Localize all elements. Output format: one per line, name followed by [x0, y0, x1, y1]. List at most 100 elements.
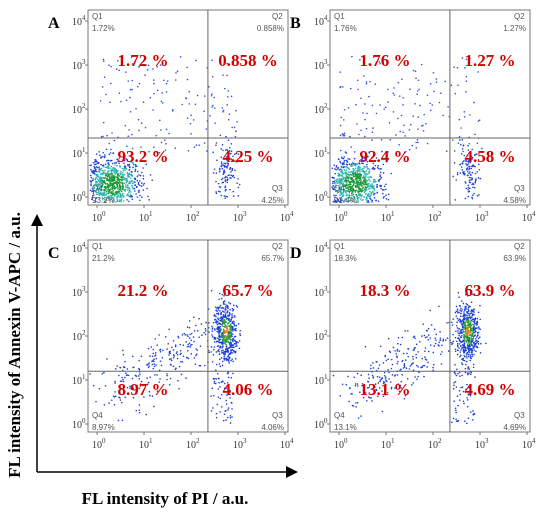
event-dot	[109, 177, 112, 180]
event-dot	[229, 415, 232, 417]
event-dot	[91, 179, 94, 182]
event-dot	[456, 172, 459, 174]
event-dot	[175, 72, 177, 74]
event-dot	[215, 363, 218, 366]
event-dot	[123, 167, 125, 170]
event-dot	[457, 84, 459, 86]
event-dot	[342, 176, 345, 179]
event-dot	[477, 326, 480, 329]
event-dot	[343, 185, 346, 188]
event-dot	[128, 200, 130, 203]
event-dot	[102, 189, 105, 191]
event-dot	[396, 362, 399, 365]
event-dot	[113, 139, 116, 142]
event-dot	[338, 177, 341, 180]
event-dot	[343, 169, 346, 171]
quadrant-big-percent: 0.858 %	[218, 51, 278, 70]
quadrant-name: Q2	[272, 242, 283, 251]
event-dot	[231, 346, 233, 349]
event-dot	[332, 182, 334, 185]
event-dot	[466, 303, 469, 306]
event-dot	[384, 386, 386, 388]
event-dot	[465, 162, 467, 165]
event-dot	[138, 66, 140, 68]
tick-exponent: 0	[324, 190, 328, 198]
event-dot	[478, 194, 480, 196]
event-dot	[458, 311, 460, 314]
event-dot	[221, 332, 224, 335]
tick-exponent: 3	[243, 210, 247, 218]
event-dot	[454, 199, 457, 201]
event-dot	[332, 187, 334, 190]
event-dot	[102, 151, 105, 154]
event-dot	[131, 184, 133, 187]
event-dot	[156, 89, 159, 92]
event-dot	[387, 193, 390, 196]
event-dot	[350, 189, 352, 191]
event-dot	[352, 184, 355, 186]
tick-base: 10	[522, 213, 532, 224]
event-dot	[457, 332, 460, 334]
event-dot	[421, 357, 424, 360]
event-dot	[231, 160, 234, 162]
event-dot	[352, 187, 354, 189]
event-dot	[456, 342, 459, 345]
event-dot	[472, 329, 475, 332]
event-dot	[222, 321, 225, 323]
event-dot	[361, 156, 363, 159]
event-dot	[365, 189, 367, 191]
event-dot	[439, 339, 441, 341]
event-dot	[94, 173, 96, 176]
panel-letter: C	[48, 245, 60, 262]
event-dot	[432, 71, 435, 74]
event-dot	[458, 296, 460, 299]
quadrant-big-percent: 1.76 %	[360, 51, 411, 70]
event-dot	[165, 128, 168, 131]
event-dot	[465, 355, 468, 357]
event-dot	[459, 172, 462, 174]
event-dot	[470, 310, 472, 313]
event-dot	[213, 346, 216, 348]
event-dot	[92, 186, 94, 188]
event-dot	[463, 337, 466, 339]
event-dot	[341, 162, 344, 165]
event-dot	[371, 200, 373, 203]
event-dot	[221, 341, 223, 343]
event-dot	[150, 346, 153, 348]
event-dot	[456, 353, 459, 356]
tick-base: 10	[314, 149, 324, 160]
event-dot	[472, 346, 475, 349]
event-dot	[350, 187, 352, 189]
event-dot	[351, 171, 354, 173]
event-dot	[221, 351, 224, 354]
event-dot	[432, 351, 435, 354]
event-dot	[377, 367, 380, 370]
event-dot	[457, 292, 460, 294]
event-dot	[101, 198, 104, 201]
event-dot	[126, 178, 128, 181]
event-dot	[356, 383, 359, 385]
event-dot	[348, 199, 351, 202]
event-dot	[104, 154, 106, 156]
event-dot	[438, 305, 440, 308]
quadrant-percent: 4.58%	[503, 196, 526, 205]
event-dot	[340, 116, 343, 119]
event-dot	[412, 115, 415, 118]
event-dot	[170, 359, 173, 362]
event-dot	[125, 158, 128, 160]
event-dot	[215, 172, 218, 174]
event-dot	[173, 355, 176, 357]
event-dot	[224, 186, 226, 189]
event-dot	[218, 332, 220, 335]
event-dot	[103, 371, 105, 374]
event-dot	[217, 317, 219, 319]
event-dot	[224, 323, 226, 326]
event-dot	[463, 355, 466, 358]
event-dot	[137, 375, 140, 377]
event-dot	[375, 157, 378, 159]
event-dot	[217, 388, 220, 390]
quadrant-name: Q3	[514, 184, 525, 193]
event-dot	[102, 171, 105, 173]
event-dot	[421, 335, 423, 337]
event-dot	[114, 391, 116, 393]
